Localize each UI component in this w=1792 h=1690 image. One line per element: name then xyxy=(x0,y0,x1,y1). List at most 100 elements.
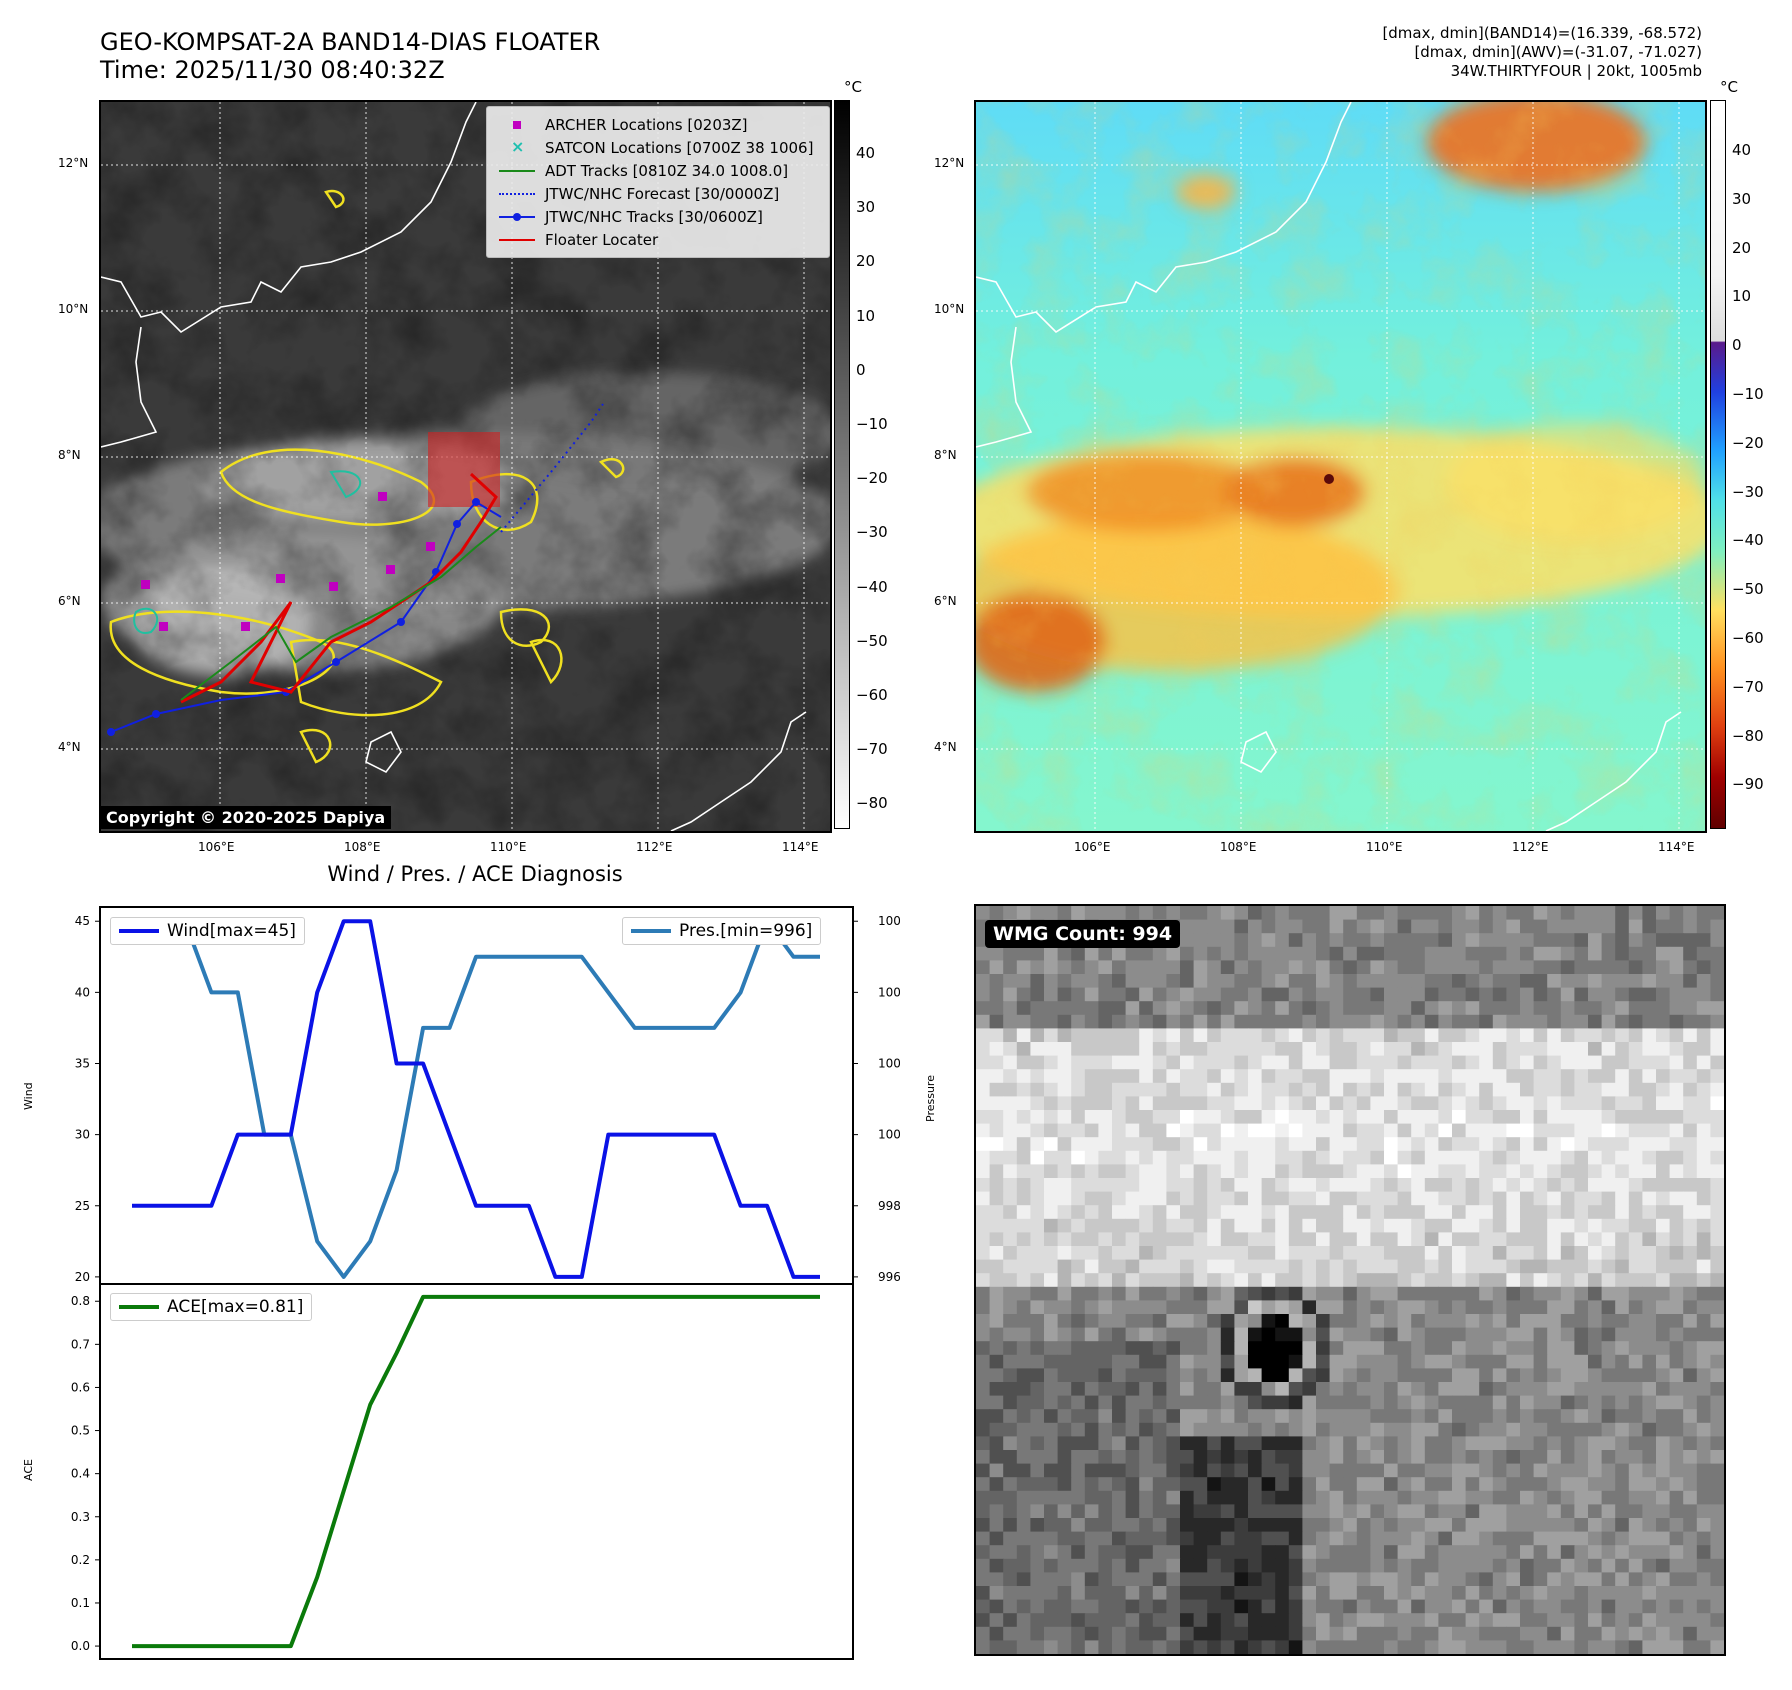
wmg-pixel xyxy=(1030,1082,1045,1097)
wmg-pixel xyxy=(1030,1613,1045,1628)
wmg-pixel xyxy=(1615,1531,1630,1546)
wmg-pixel xyxy=(976,1273,991,1288)
wmg-pixel xyxy=(1710,1028,1724,1043)
wmg-pixel xyxy=(1057,1300,1072,1315)
wmg-pixel xyxy=(1520,933,1535,948)
wmg-pixel xyxy=(1016,1327,1031,1342)
wmg-pixel xyxy=(1628,1205,1643,1220)
wmg-pixel xyxy=(1356,946,1371,961)
wmg-pixel xyxy=(1098,1178,1113,1193)
wmg-pixel xyxy=(1316,946,1331,961)
wmg-pixel xyxy=(1628,1259,1643,1274)
wmg-pixel xyxy=(1356,1110,1371,1125)
wmg-pixel xyxy=(1656,1123,1671,1138)
wmg-pixel xyxy=(1696,1545,1711,1560)
wmg-pixel xyxy=(1316,1382,1331,1397)
wmg-pixel xyxy=(1601,1382,1616,1397)
wmg-pixel xyxy=(1084,974,1099,989)
wmg-pixel xyxy=(1492,1259,1507,1274)
wmg-pixel xyxy=(1656,933,1671,948)
wmg-pixel xyxy=(1207,1164,1222,1179)
wmg-pixel xyxy=(1669,1531,1684,1546)
wmg-pixel xyxy=(1588,1395,1603,1410)
wmg-pixel xyxy=(1656,906,1671,921)
pressure-tick-label: 1000 xyxy=(878,1128,900,1142)
wmg-pixel xyxy=(1152,1096,1167,1111)
wmg-pixel xyxy=(1016,1055,1031,1070)
wmg-pixel xyxy=(1547,960,1562,975)
wmg-pixel xyxy=(1411,1110,1426,1125)
wmg-pixel xyxy=(1560,1191,1575,1206)
wmg-pixel xyxy=(1329,1314,1344,1329)
wmg-pixel xyxy=(1384,1463,1399,1478)
wmg-pixel xyxy=(1601,933,1616,948)
wmg-pixel xyxy=(1261,1626,1276,1641)
wmg-pixel xyxy=(1370,1110,1385,1125)
wmg-pixel xyxy=(1302,1055,1317,1070)
wmg-pixel xyxy=(1642,1626,1657,1641)
lon-label-108e-left: 108°E xyxy=(344,840,381,854)
wmg-pixel xyxy=(976,1354,991,1369)
wmg-pixel xyxy=(1533,974,1548,989)
wmg-pixel xyxy=(1343,1518,1358,1533)
wmg-pixel xyxy=(1479,1273,1494,1288)
wmg-pixel xyxy=(1479,1001,1494,1016)
wmg-pixel xyxy=(1356,1123,1371,1138)
wmg-pixel xyxy=(1683,1382,1698,1397)
wmg-pixel xyxy=(1520,1123,1535,1138)
wmg-pixel xyxy=(1424,1599,1439,1614)
wmg-pixel xyxy=(1261,1586,1276,1601)
awv-dark-spot xyxy=(1324,474,1334,484)
wmg-pixel xyxy=(1438,1014,1453,1029)
wmg-pixel xyxy=(1356,1640,1371,1654)
wmg-pixel xyxy=(1411,1273,1426,1288)
wmg-pixel xyxy=(1261,1518,1276,1533)
wmg-pixel xyxy=(989,1572,1004,1587)
info-block: [dmax, dmin](BAND14)=(16.339, -68.572) [… xyxy=(1382,24,1702,81)
wmg-pixel xyxy=(1180,1137,1195,1152)
diagnosis-title: Wind / Pres. / ACE Diagnosis xyxy=(327,862,623,886)
wmg-pixel xyxy=(1030,1246,1045,1261)
wmg-pixel xyxy=(1452,1082,1467,1097)
wmg-pixel xyxy=(1479,1599,1494,1614)
wmg-pixel xyxy=(1669,946,1684,961)
wmg-pixel xyxy=(1615,1164,1630,1179)
wmg-pixel xyxy=(1016,1572,1031,1587)
wmg-pixel xyxy=(1424,1028,1439,1043)
wmg-pixel xyxy=(1084,1028,1099,1043)
wmg-pixel xyxy=(1343,1436,1358,1451)
wmg-pixel xyxy=(1193,1246,1208,1261)
wmg-pixel xyxy=(1533,987,1548,1002)
wmg-pixel xyxy=(976,1150,991,1165)
wmg-pixel xyxy=(989,1490,1004,1505)
wmg-pixel xyxy=(1329,933,1344,948)
wmg-pixel xyxy=(1479,1028,1494,1043)
wmg-pixel xyxy=(1044,1028,1059,1043)
wmg-pixel xyxy=(1071,1518,1086,1533)
wmg-pixel xyxy=(1370,1042,1385,1057)
wmg-pixel xyxy=(1139,1436,1154,1451)
wmg-pixel xyxy=(976,1409,991,1424)
wmg-pixel xyxy=(1710,1314,1724,1329)
wmg-pixel xyxy=(989,1586,1004,1601)
wmg-pixel xyxy=(1424,1300,1439,1315)
wmg-pixel xyxy=(1438,1572,1453,1587)
wmg-pixel xyxy=(1261,1300,1276,1315)
wmg-pixel xyxy=(1207,1599,1222,1614)
wmg-pixel xyxy=(1057,974,1072,989)
wmg-pixel xyxy=(1288,1613,1303,1628)
wmg-pixel xyxy=(1370,1341,1385,1356)
wmg-pixel xyxy=(1710,1137,1724,1152)
wmg-pixel xyxy=(1669,1055,1684,1070)
wmg-pixel xyxy=(1030,1450,1045,1465)
ace-series-line xyxy=(132,1294,820,1649)
wmg-pixel xyxy=(1683,1150,1698,1165)
wmg-pixel xyxy=(1084,1096,1099,1111)
wmg-pixel xyxy=(1696,1232,1711,1247)
wmg-pixel xyxy=(1397,1110,1412,1125)
wmg-pixel xyxy=(1696,987,1711,1002)
wmg-pixel xyxy=(1356,1572,1371,1587)
wmg-pixel xyxy=(1139,1640,1154,1654)
wmg-pixel xyxy=(1084,1218,1099,1233)
wmg-pixel xyxy=(1030,1422,1045,1437)
